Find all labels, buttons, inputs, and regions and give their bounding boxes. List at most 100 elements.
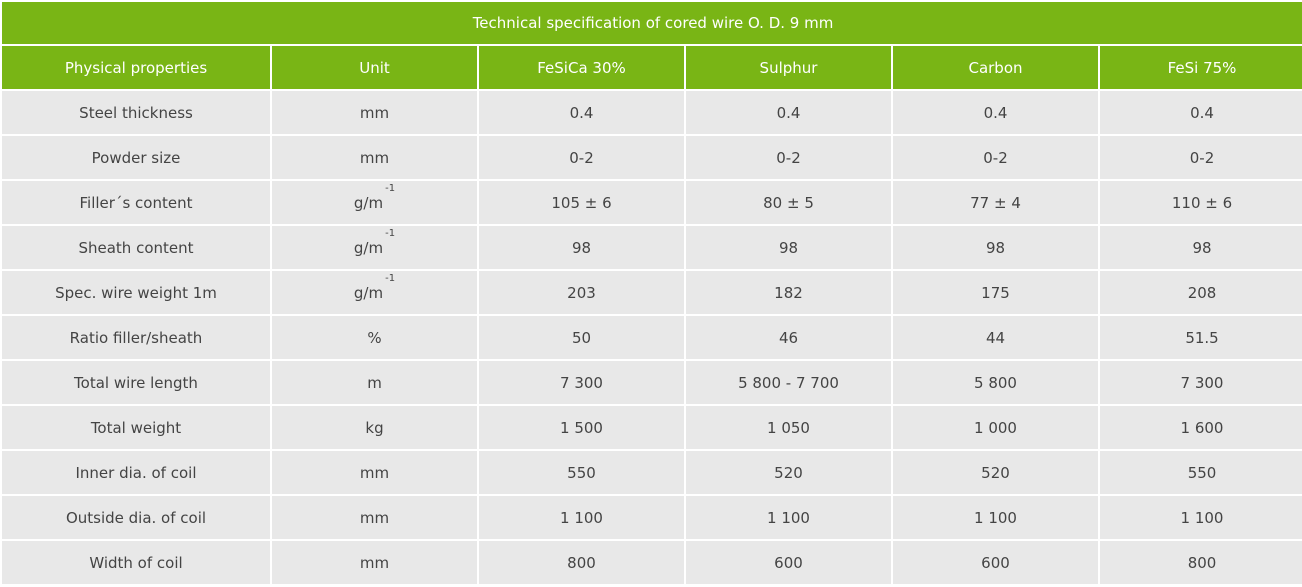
value-cell: 0-2 (1100, 136, 1302, 179)
value-cell: 0.4 (686, 91, 891, 134)
value-cell: 800 (479, 541, 684, 584)
unit-text: g/m (353, 193, 384, 212)
table-row: Powder size mm 0-2 0-2 0-2 0-2 (2, 136, 1302, 179)
property-cell: Ratio filler/sheath (2, 316, 270, 359)
value-cell: 98 (479, 226, 684, 269)
property-cell: Total wire length (2, 361, 270, 404)
value-cell: 51.5 (1100, 316, 1302, 359)
unit-cell: mm (272, 541, 477, 584)
value-cell: 1 000 (893, 406, 1098, 449)
value-cell: 1 100 (893, 496, 1098, 539)
value-cell: 110 ± 6 (1100, 181, 1302, 224)
value-cell: 1 100 (1100, 496, 1302, 539)
value-cell: 1 600 (1100, 406, 1302, 449)
property-cell: Sheath content (2, 226, 270, 269)
property-cell: Inner dia. of coil (2, 451, 270, 494)
table-row: Width of coil mm 800 600 600 800 (2, 541, 1302, 584)
table-row: Filler´s content g/m-1 105 ± 6 80 ± 5 77 ± 4… (2, 181, 1302, 224)
unit-text: mm (359, 148, 390, 167)
table-row: Outside dia. of coil mm 1 100 1 100 1 100 1 1… (2, 496, 1302, 539)
unit-cell: % (272, 316, 477, 359)
table-body: Steel thickness mm 0.4 0.4 0.4 0.4 Powder size… (2, 91, 1302, 584)
unit-text: mm (359, 103, 390, 122)
value-cell: 800 (1100, 541, 1302, 584)
unit-text: m (367, 373, 382, 392)
value-cell: 0.4 (479, 91, 684, 134)
value-cell: 1 050 (686, 406, 891, 449)
property-cell: Width of coil (2, 541, 270, 584)
value-cell: 550 (479, 451, 684, 494)
value-cell: 0.4 (893, 91, 1098, 134)
unit-cell: mm (272, 451, 477, 494)
value-cell: 77 ± 4 (893, 181, 1098, 224)
value-cell: 0-2 (893, 136, 1098, 179)
value-cell: 0-2 (686, 136, 891, 179)
value-cell: 44 (893, 316, 1098, 359)
header-cell: Unit (272, 46, 477, 89)
header-cell: Carbon (893, 46, 1098, 89)
unit-text: % (367, 328, 382, 347)
unit-text: g/m (353, 238, 384, 257)
table-row: Ratio filler/sheath% 50 46 44 51.5 (2, 316, 1302, 359)
table-title: Technical specification of cored wire O.… (2, 2, 1302, 44)
unit-cell: g/m-1 (272, 226, 477, 269)
value-cell: 1 100 (479, 496, 684, 539)
header-cell: Physical properties (2, 46, 270, 89)
value-cell: 46 (686, 316, 891, 359)
table-row: Inner dia. of coil mm 550 520 520 550 (2, 451, 1302, 494)
unit-cell: mm (272, 136, 477, 179)
value-cell: 0.4 (1100, 91, 1302, 134)
value-cell: 520 (686, 451, 891, 494)
value-cell: 0-2 (479, 136, 684, 179)
value-cell: 80 ± 5 (686, 181, 891, 224)
table-row: Spec. wire weight 1m g/m-1 203 182 175 208 (2, 271, 1302, 314)
value-cell: 7 300 (1100, 361, 1302, 404)
value-cell: 50 (479, 316, 684, 359)
value-cell: 98 (1100, 226, 1302, 269)
value-cell: 182 (686, 271, 891, 314)
unit-superscript: -1 (385, 182, 396, 194)
value-cell: 7 300 (479, 361, 684, 404)
value-cell: 600 (893, 541, 1098, 584)
table-row: Total weight kg 1 500 1 050 1 000 1 600 (2, 406, 1302, 449)
value-cell: 1 100 (686, 496, 891, 539)
value-cell: 208 (1100, 271, 1302, 314)
value-cell: 5 800 (893, 361, 1098, 404)
property-cell: Steel thickness (2, 91, 270, 134)
unit-text: mm (359, 553, 390, 572)
unit-cell: mm (272, 91, 477, 134)
value-cell: 98 (893, 226, 1098, 269)
value-cell: 105 ± 6 (479, 181, 684, 224)
unit-superscript: -1 (385, 227, 396, 239)
unit-text: kg (365, 418, 384, 437)
header-cell: Sulphur (686, 46, 891, 89)
unit-cell: kg (272, 406, 477, 449)
table-row: Steel thickness mm 0.4 0.4 0.4 0.4 (2, 91, 1302, 134)
value-cell: 98 (686, 226, 891, 269)
value-cell: 1 500 (479, 406, 684, 449)
value-cell: 600 (686, 541, 891, 584)
table-row: Total wire length m 7 300 5 800 - 7 700 5 80… (2, 361, 1302, 404)
unit-text: mm (359, 508, 390, 527)
value-cell: 550 (1100, 451, 1302, 494)
unit-cell: g/m-1 (272, 181, 477, 224)
property-cell: Powder size (2, 136, 270, 179)
header-row: Physical properties Unit FeSiCa 30% Sulphur… (2, 46, 1302, 89)
property-cell: Filler´s content (2, 181, 270, 224)
property-cell: Spec. wire weight 1m (2, 271, 270, 314)
unit-cell: m (272, 361, 477, 404)
unit-cell: g/m-1 (272, 271, 477, 314)
value-cell: 5 800 - 7 700 (686, 361, 891, 404)
header-cell: FeSi 75% (1100, 46, 1302, 89)
unit-text: g/m (353, 283, 384, 302)
property-cell: Total weight (2, 406, 270, 449)
value-cell: 203 (479, 271, 684, 314)
table-row: Sheath content g/m-1 98 98 98 98 (2, 226, 1302, 269)
unit-text: mm (359, 463, 390, 482)
unit-superscript: -1 (385, 272, 396, 284)
unit-cell: mm (272, 496, 477, 539)
value-cell: 520 (893, 451, 1098, 494)
header-cell: FeSiCa 30% (479, 46, 684, 89)
property-cell: Outside dia. of coil (2, 496, 270, 539)
